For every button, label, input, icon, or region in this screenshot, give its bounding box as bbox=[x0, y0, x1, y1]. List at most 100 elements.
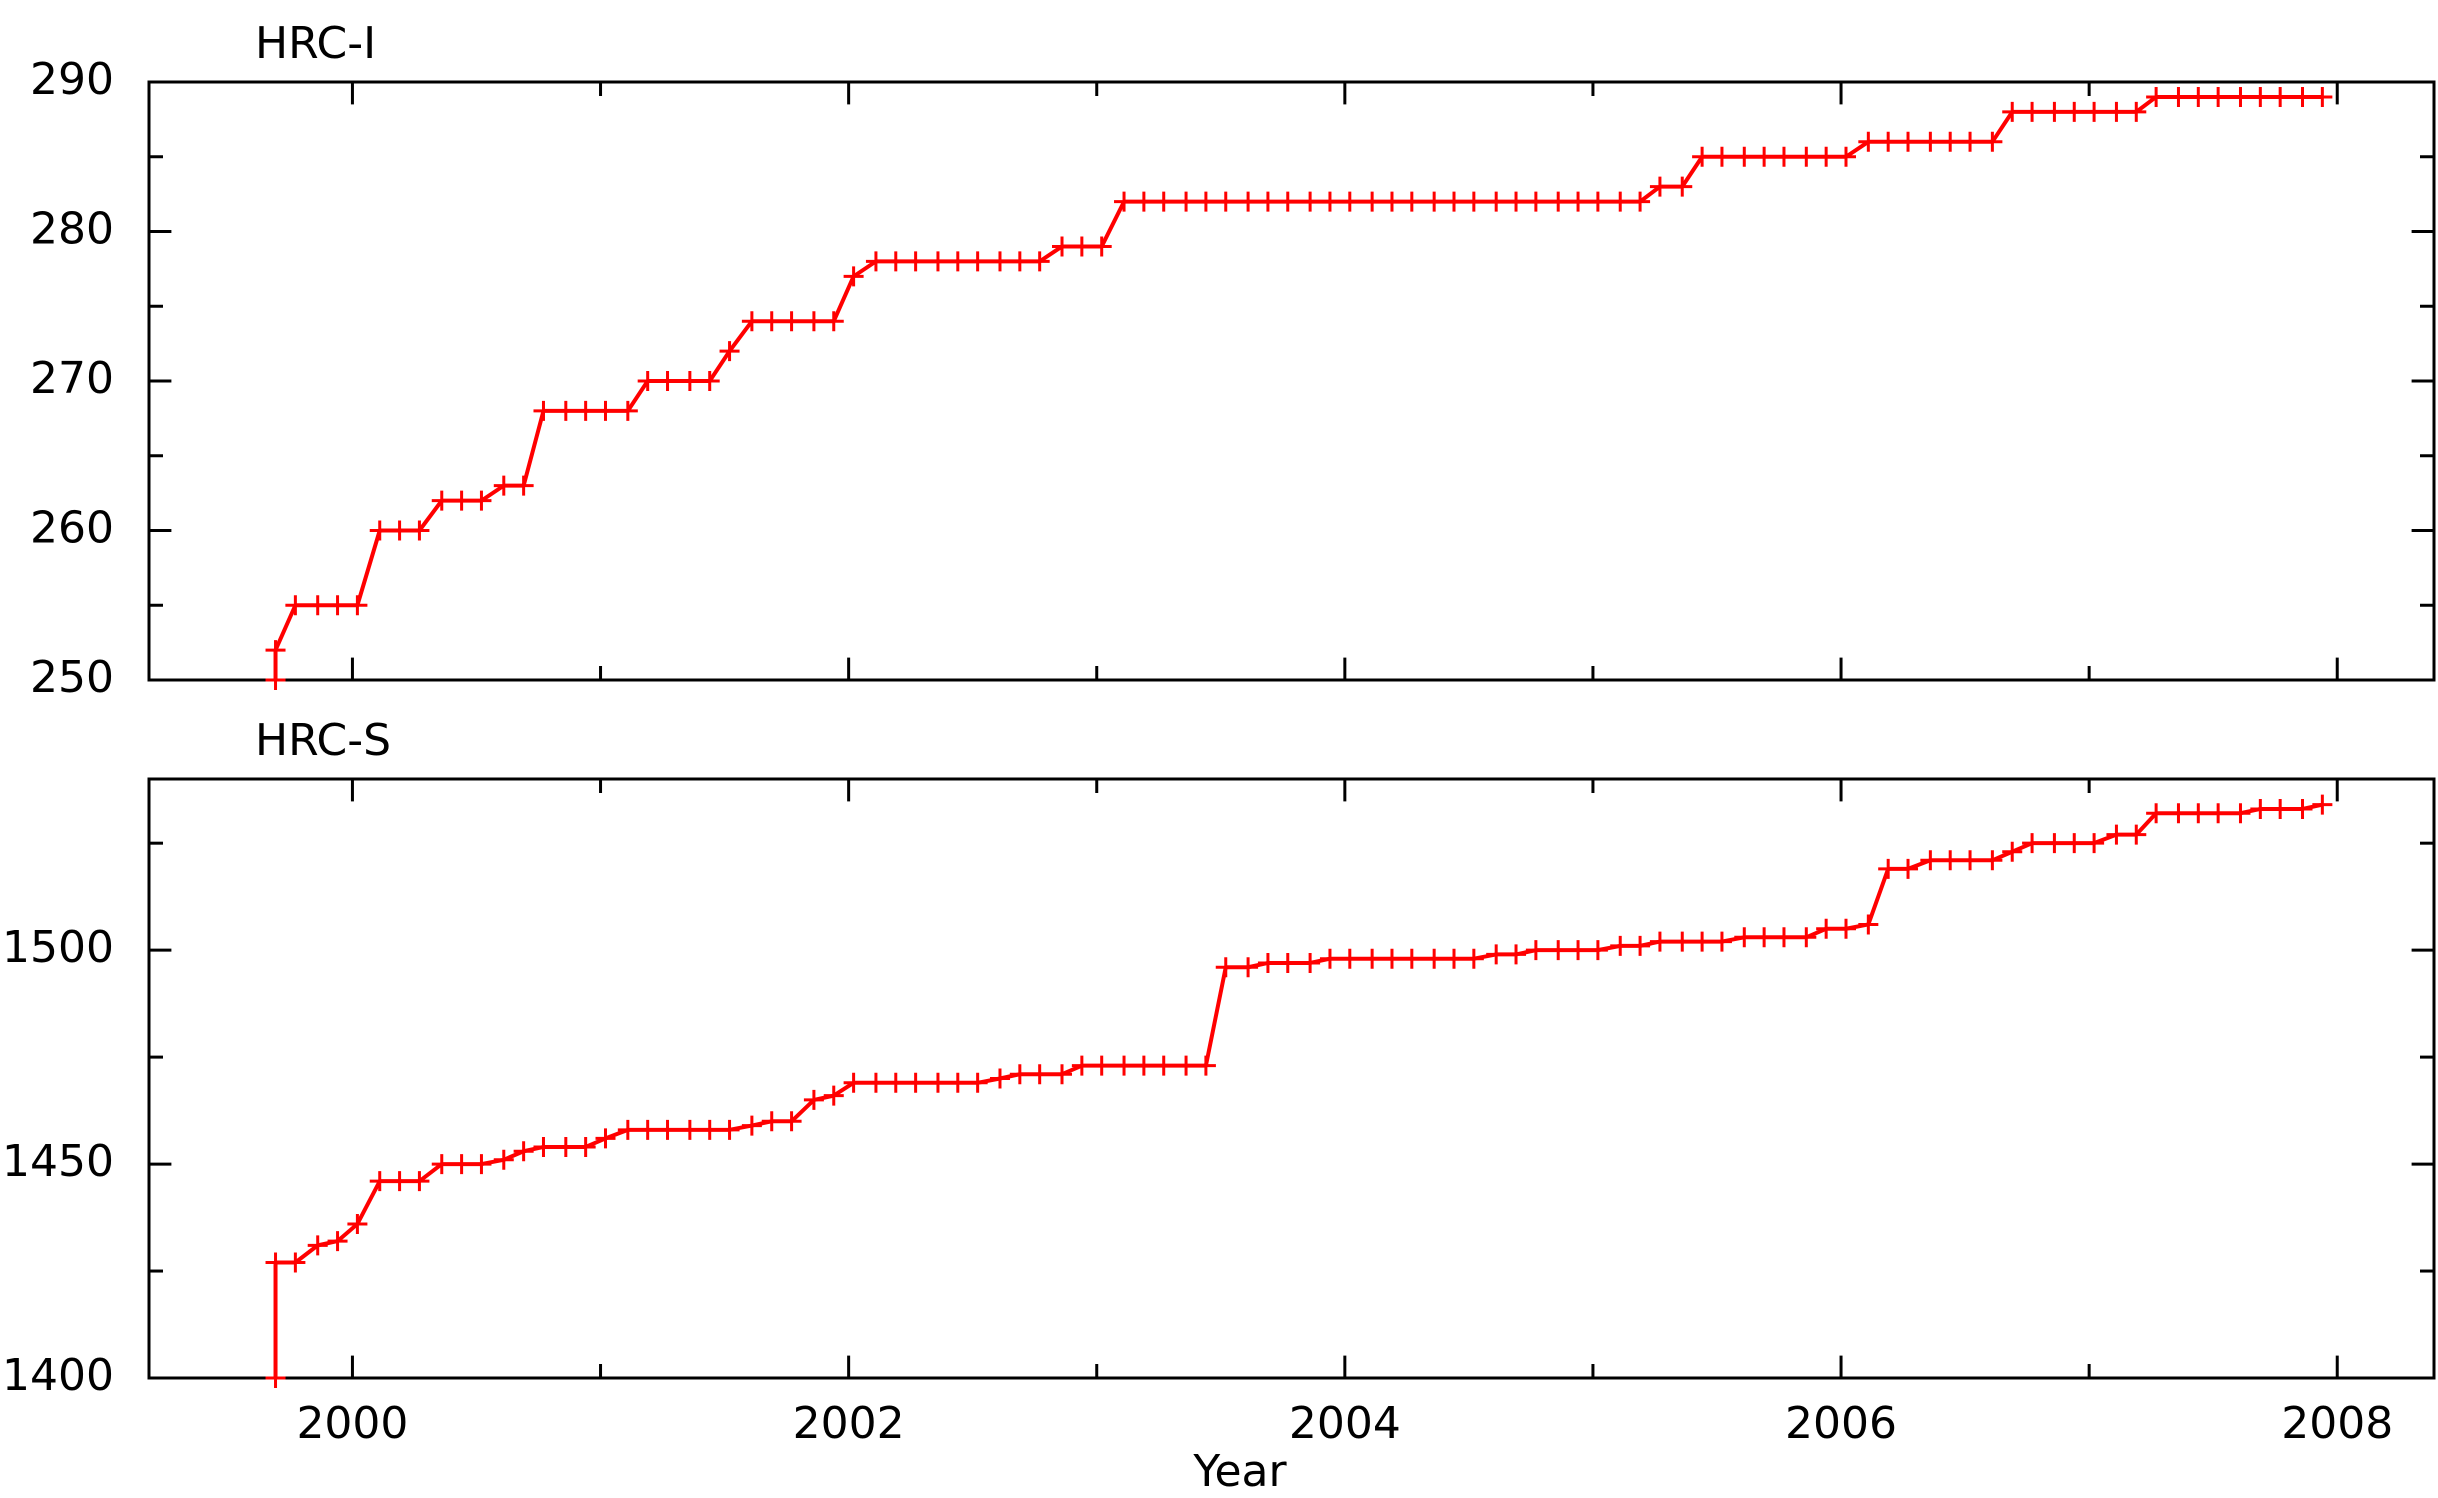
data-point bbox=[1773, 927, 1794, 948]
data-point bbox=[1610, 191, 1631, 212]
data-point bbox=[2064, 101, 2085, 122]
data-point bbox=[1568, 940, 1589, 961]
data-point bbox=[2188, 803, 2209, 824]
data-point bbox=[617, 1119, 638, 1140]
data-point bbox=[2250, 86, 2271, 107]
plot-frame bbox=[147, 80, 2436, 682]
data-point bbox=[265, 1368, 286, 1388]
x-tick-label: 2002 bbox=[793, 1398, 905, 1449]
data-point bbox=[1381, 191, 1402, 212]
data-point bbox=[1920, 131, 1941, 152]
data-point bbox=[1898, 858, 1919, 879]
data-point bbox=[2002, 841, 2023, 862]
data-point bbox=[1133, 1055, 1154, 1076]
data-point bbox=[2064, 833, 2085, 854]
data-point bbox=[719, 341, 740, 362]
data-point bbox=[533, 400, 554, 421]
data-point bbox=[2106, 101, 2127, 122]
data-point bbox=[431, 1154, 452, 1175]
data-point bbox=[1506, 191, 1527, 212]
data-point bbox=[555, 1136, 576, 1157]
data-point bbox=[2270, 798, 2291, 819]
data-point bbox=[451, 1154, 472, 1175]
data-point bbox=[1114, 191, 1135, 212]
data-point bbox=[843, 266, 864, 287]
data-point bbox=[265, 1252, 286, 1273]
data-point bbox=[389, 520, 410, 541]
data-point bbox=[2292, 86, 2313, 107]
data-point bbox=[1424, 948, 1445, 969]
y-tick-label: 260 bbox=[30, 503, 114, 554]
data-point bbox=[409, 1171, 430, 1192]
data-point bbox=[1754, 927, 1775, 948]
data-point bbox=[1319, 191, 1340, 212]
data-point bbox=[1176, 191, 1197, 212]
data-point bbox=[947, 251, 968, 272]
data-point bbox=[1257, 952, 1278, 973]
data-point bbox=[699, 371, 720, 391]
data-point bbox=[2168, 86, 2189, 107]
data-point bbox=[1463, 948, 1484, 969]
data-point bbox=[1091, 1055, 1112, 1076]
data-point bbox=[1858, 914, 1879, 935]
data-point bbox=[803, 311, 824, 332]
data-point bbox=[1195, 191, 1216, 212]
data-point bbox=[823, 311, 844, 332]
data-point bbox=[1649, 931, 1670, 952]
data-point bbox=[1630, 935, 1651, 956]
data-point bbox=[1277, 952, 1298, 973]
data-line bbox=[273, 94, 2323, 680]
data-point bbox=[265, 670, 286, 690]
data-point bbox=[1300, 952, 1321, 973]
data-point bbox=[595, 1128, 616, 1149]
y-tick-label: 1500 bbox=[2, 922, 114, 973]
data-point bbox=[1816, 918, 1837, 939]
data-point bbox=[967, 1072, 988, 1093]
data-point bbox=[2208, 803, 2229, 824]
data-point bbox=[1009, 251, 1030, 272]
data-point bbox=[1300, 191, 1321, 212]
data-point bbox=[1692, 146, 1713, 167]
data-point bbox=[1940, 131, 1961, 152]
data-point bbox=[1029, 251, 1050, 272]
data-point bbox=[513, 1141, 534, 1162]
data-point bbox=[1672, 176, 1693, 197]
data-point bbox=[2146, 803, 2167, 824]
data-point bbox=[2208, 86, 2229, 107]
data-point bbox=[493, 475, 514, 496]
data-point bbox=[389, 1171, 410, 1192]
data-point bbox=[1982, 131, 2003, 152]
data-point bbox=[1052, 236, 1073, 257]
data-point bbox=[1836, 918, 1856, 939]
data-point bbox=[1754, 146, 1775, 167]
data-point bbox=[2002, 101, 2023, 122]
data-point bbox=[1401, 191, 1422, 212]
data-point bbox=[575, 1136, 596, 1157]
data-point bbox=[1029, 1064, 1050, 1085]
data-point bbox=[1486, 944, 1507, 965]
data-point bbox=[1816, 146, 1837, 167]
data-point bbox=[1257, 191, 1278, 212]
data-point bbox=[657, 371, 678, 391]
data-point bbox=[1339, 191, 1360, 212]
data-point bbox=[1401, 948, 1422, 969]
data-point bbox=[823, 1085, 844, 1106]
data-point bbox=[2168, 803, 2189, 824]
data-point bbox=[927, 251, 948, 272]
y-tick-label: 1400 bbox=[2, 1350, 114, 1401]
data-point bbox=[1215, 191, 1236, 212]
data-point bbox=[1486, 191, 1507, 212]
data-point bbox=[431, 490, 452, 511]
data-point bbox=[2292, 798, 2313, 819]
panel-title: HRC-I bbox=[255, 18, 376, 69]
data-point bbox=[699, 1119, 720, 1140]
data-point bbox=[905, 251, 926, 272]
data-point bbox=[369, 520, 390, 541]
data-point bbox=[1052, 1064, 1073, 1085]
data-point bbox=[307, 595, 328, 616]
data-point bbox=[1773, 146, 1794, 167]
data-point bbox=[1238, 957, 1259, 978]
data-point bbox=[1711, 931, 1732, 952]
data-point bbox=[1071, 1055, 1092, 1076]
data-point bbox=[1878, 858, 1899, 879]
